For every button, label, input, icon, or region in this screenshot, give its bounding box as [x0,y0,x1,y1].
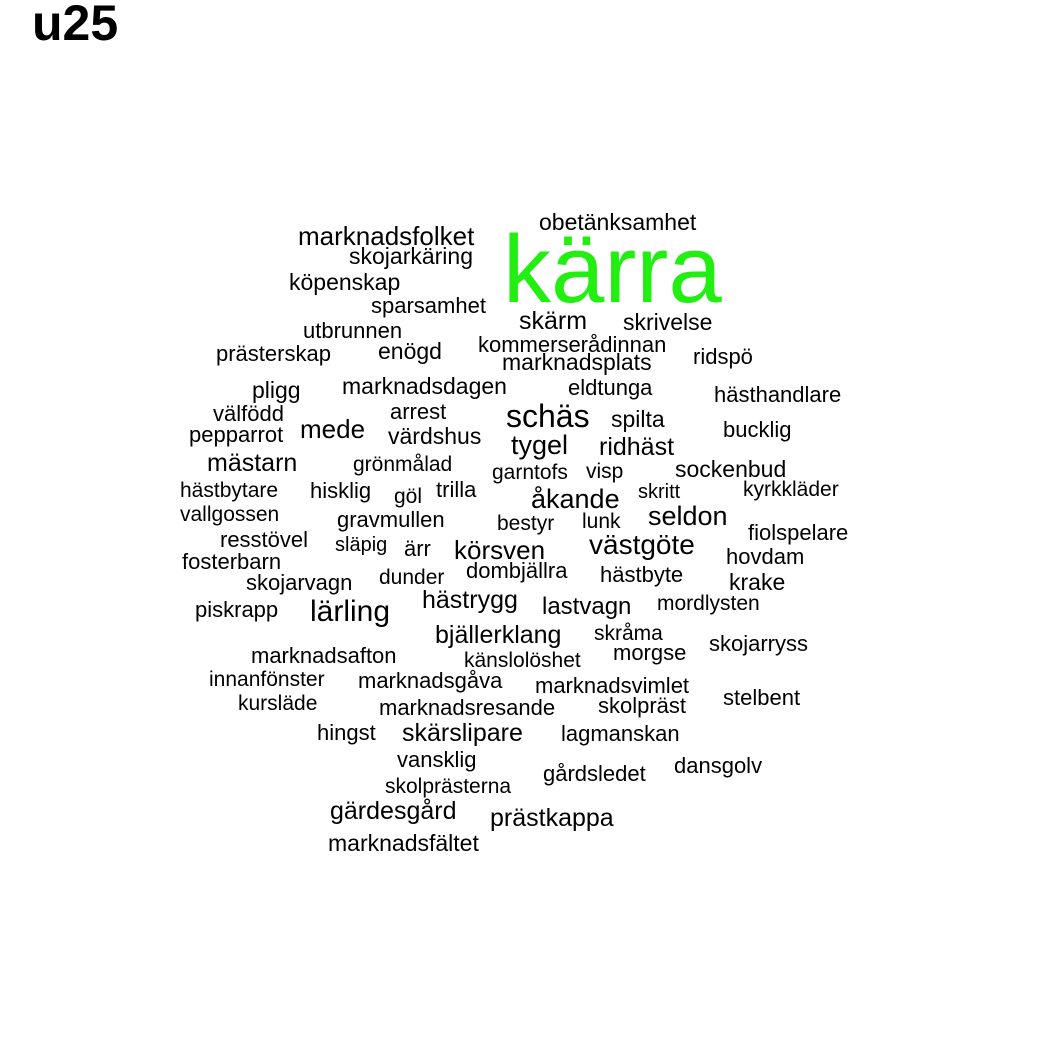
word-dansgolv: dansgolv [674,753,763,778]
word-bestyr: bestyr [497,512,555,535]
word-morgse: morgse [613,640,687,665]
word-skritt: skritt [638,481,681,503]
word-hastbytare: hästbytare [180,479,279,502]
word-arrest: arrest [390,399,447,424]
word-garntofs: garntofs [492,461,568,484]
word-skrivelse: skrivelse [623,309,713,335]
word-gardsledet: gårdsledet [543,761,646,786]
word-valfodd: välfödd [213,401,284,426]
word-stelbent: stelbent [723,685,801,710]
word-eldtunga: eldtunga [568,375,653,400]
word-prastkappa: prästkappa [490,804,614,832]
word-hisklig: hisklig [310,478,372,503]
word-enogd: enögd [378,338,442,364]
word-trilla: trilla [436,477,477,502]
word-sparsamhet: sparsamhet [371,293,486,318]
word-vastgote: västgöte [589,529,695,560]
word-kurslade: kursläde [238,692,318,715]
word-sockenbud: sockenbud [675,456,787,482]
word-hingst: hingst [317,720,376,745]
word-kopenskap: köpenskap [289,269,401,295]
word-kansloloshet: känslolöshet [464,649,581,672]
word-karra: kärra [503,216,722,323]
word-skarslipare: skärslipare [402,719,523,747]
word-arr: ärr [404,536,431,561]
word-akande: åkande [531,484,620,514]
word-schas: schäs [506,398,590,434]
word-marknadsplats: marknadsplats [502,349,652,375]
word-bucklig: bucklig [723,417,792,442]
word-ridspo: ridspö [693,344,753,369]
word-resstovel: resstövel [220,527,309,552]
word-lunk: lunk [582,510,621,533]
word-krake: krake [729,569,786,595]
word-marknadsgava: marknadsgåva [358,668,503,693]
word-pligg: pligg [252,377,301,403]
word-marknadsvimlet: marknadsvimlet [535,673,690,698]
word-kommerseradinnan: kommerserådinnan [478,332,667,357]
word-gol: göl [394,485,423,508]
word-spilta: spilta [611,406,665,432]
word-skrama: skråma [594,622,663,645]
word-piskrapp: piskrapp [195,597,279,622]
word-vansklig: vansklig [397,747,477,772]
word-dombjallra: dombjällra [466,558,568,583]
word-skojarvagn: skojarvagn [246,570,353,595]
word-mastarn: mästarn [207,449,298,477]
word-skolprast: skolpräst [598,693,687,718]
word-hasthandlare: hästhandlare [714,382,842,407]
word-bjallerklang: bjällerklang [435,621,562,649]
word-skarm: skärm [519,307,588,335]
word-gravmullen: gravmullen [337,507,445,532]
word-marknadsresande: marknadsresande [379,695,556,720]
page-title: u25 [32,0,119,51]
word-visp: visp [586,460,624,483]
word-marknadsafton: marknadsafton [251,643,397,668]
word-gardesgard: gärdesgård [330,797,457,825]
word-hovdam: hovdam [726,544,805,569]
word-mordlysten: mordlysten [657,592,760,615]
word-lastvagn: lastvagn [542,593,632,620]
word-prasterskap: prästerskap [216,341,331,366]
word-skojarkaring: skojarkäring [349,243,473,269]
word-kyrkklader: kyrkkläder [743,478,839,501]
word-skojarryss: skojarryss [709,631,809,656]
word-tygel: tygel [511,430,569,460]
word-marknadsfaltet: marknadsfältet [328,830,479,856]
word-gronmalad: grönmålad [353,453,453,476]
word-fosterbarn: fosterbarn [182,549,282,574]
word-larling: lärling [310,595,391,628]
word-hastrygg: hästrygg [422,586,518,614]
word-lagmanskan: lagmanskan [561,721,680,746]
word-pepparrot: pepparrot [189,422,284,447]
word-obetanksamhet: obetänksamhet [539,209,697,235]
word-skolprasterna: skolprästerna [385,775,512,798]
word-vardshus: värdshus [388,423,482,449]
word-mede: mede [300,414,366,444]
word-utbrunnen: utbrunnen [303,318,403,343]
word-dunder: dunder [379,566,445,589]
word-vallgossen: vallgossen [180,503,280,526]
word-slapig: släpig [335,534,388,556]
word-marknadsfolket: marknadsfolket [298,221,475,251]
word-hastbyte: hästbyte [600,562,684,587]
word-innanfonster: innanfönster [209,668,325,691]
word-marknadsdagen: marknadsdagen [342,373,507,399]
word-korsven: körsven [454,535,546,565]
word-seldon: seldon [648,501,728,531]
word-ridhast: ridhäst [599,433,675,461]
word-fiolspelare: fiolspelare [748,520,849,545]
